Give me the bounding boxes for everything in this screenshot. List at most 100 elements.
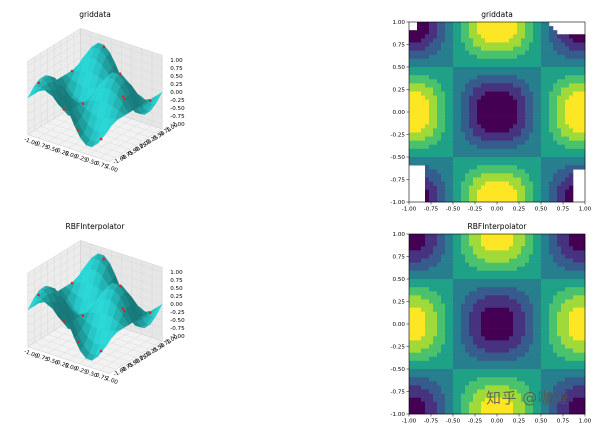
x-tick-label: -0.25	[54, 359, 70, 370]
contour-cell	[541, 189, 546, 195]
contour-cell	[485, 348, 490, 353]
contour-cell	[573, 405, 578, 411]
contour-cell	[469, 58, 474, 64]
contour-cell	[577, 54, 582, 60]
contour-cell	[453, 262, 458, 268]
contour-cell	[477, 42, 482, 47]
contour-cell	[541, 87, 546, 92]
contour-cell	[421, 116, 426, 121]
contour-cell	[509, 58, 514, 64]
contour-cell	[493, 91, 498, 96]
contour-cell	[581, 385, 586, 390]
contour-cell	[485, 328, 490, 333]
contour-cell	[561, 144, 566, 150]
contour-cell	[433, 30, 438, 35]
contour-cell	[473, 95, 478, 101]
contour-cell	[485, 340, 490, 345]
contour-cell	[501, 95, 506, 101]
contour-cell	[513, 393, 518, 398]
contour-cell	[549, 369, 554, 374]
contour-cell	[445, 26, 450, 31]
contour-cell	[441, 299, 446, 304]
contour-cell	[529, 128, 534, 133]
contour-cell	[529, 91, 534, 96]
contour-cell	[489, 46, 494, 51]
contour-cell	[493, 62, 498, 68]
contour-cell	[449, 99, 454, 105]
contour-cell	[541, 299, 546, 304]
contour-cell	[521, 340, 526, 345]
contour-cell	[485, 181, 490, 186]
contour-cell	[437, 140, 442, 146]
contour-cell	[409, 397, 414, 403]
contour-cell	[465, 258, 470, 263]
contour-cell	[457, 107, 462, 113]
contour-cell	[521, 319, 526, 325]
contour-cell	[533, 83, 538, 88]
contour-cell	[497, 234, 502, 239]
contour-cell	[413, 324, 418, 329]
contour-cell	[497, 177, 502, 182]
plot-title: griddata	[481, 10, 513, 19]
contour-cell	[545, 238, 550, 243]
contour-cell	[441, 369, 446, 374]
contour-cell	[469, 328, 474, 333]
y-tick-label: -1.00	[391, 412, 406, 418]
contour-cell	[577, 152, 582, 158]
contour-cell	[581, 369, 586, 374]
contour-cell	[433, 193, 438, 199]
contour-cell	[497, 270, 502, 276]
contour-cell	[481, 405, 486, 411]
contour-cell	[477, 165, 482, 170]
contour-cell	[545, 291, 550, 296]
contour-cell	[437, 79, 442, 84]
contour-cell	[497, 274, 502, 280]
contour-cell	[501, 26, 506, 31]
contour-cell	[549, 356, 554, 362]
contour-cell	[505, 75, 510, 80]
contour-cell	[533, 132, 538, 137]
contour-cell	[573, 279, 578, 284]
contour-cell	[469, 87, 474, 92]
contour-cell	[429, 336, 434, 341]
contour-cell	[413, 385, 418, 390]
contour-cell	[505, 185, 510, 191]
contour-cell	[537, 124, 542, 129]
contour-cell	[453, 352, 458, 358]
contour-cell	[521, 103, 526, 109]
contour-cell	[485, 279, 490, 284]
contour-cell	[453, 177, 458, 182]
contour-cell	[493, 291, 498, 296]
contour-cell	[485, 266, 490, 272]
contour-cell	[525, 71, 530, 76]
contour-cell	[453, 336, 458, 341]
contour-cell	[485, 132, 490, 137]
contour-cell	[441, 189, 446, 195]
contour-cell	[561, 112, 566, 117]
contour-cell	[557, 238, 562, 243]
contour-cell	[461, 136, 466, 141]
contour-cell	[493, 30, 498, 35]
contour-cell	[553, 279, 558, 284]
contour-cell	[465, 95, 470, 101]
contour-cell	[465, 336, 470, 341]
contour-cell	[433, 250, 438, 255]
contour-cell	[581, 397, 586, 403]
contour-cell	[545, 397, 550, 403]
contour-cell	[433, 91, 438, 96]
contour-cell	[477, 152, 482, 158]
contour-cell	[449, 87, 454, 92]
contour-cell	[489, 189, 494, 195]
contour-cell	[501, 128, 506, 133]
contour-cell	[577, 112, 582, 117]
contour-cell	[497, 373, 502, 378]
contour-cell	[433, 409, 438, 415]
z-tick-label: 0.50	[170, 74, 183, 80]
contour-cell	[497, 50, 502, 56]
contour-cell	[541, 165, 546, 170]
contour-cell	[465, 30, 470, 35]
contour-cell	[441, 30, 446, 35]
contour-cell	[485, 75, 490, 80]
contour-cell	[497, 185, 502, 191]
contour-cell	[429, 328, 434, 333]
